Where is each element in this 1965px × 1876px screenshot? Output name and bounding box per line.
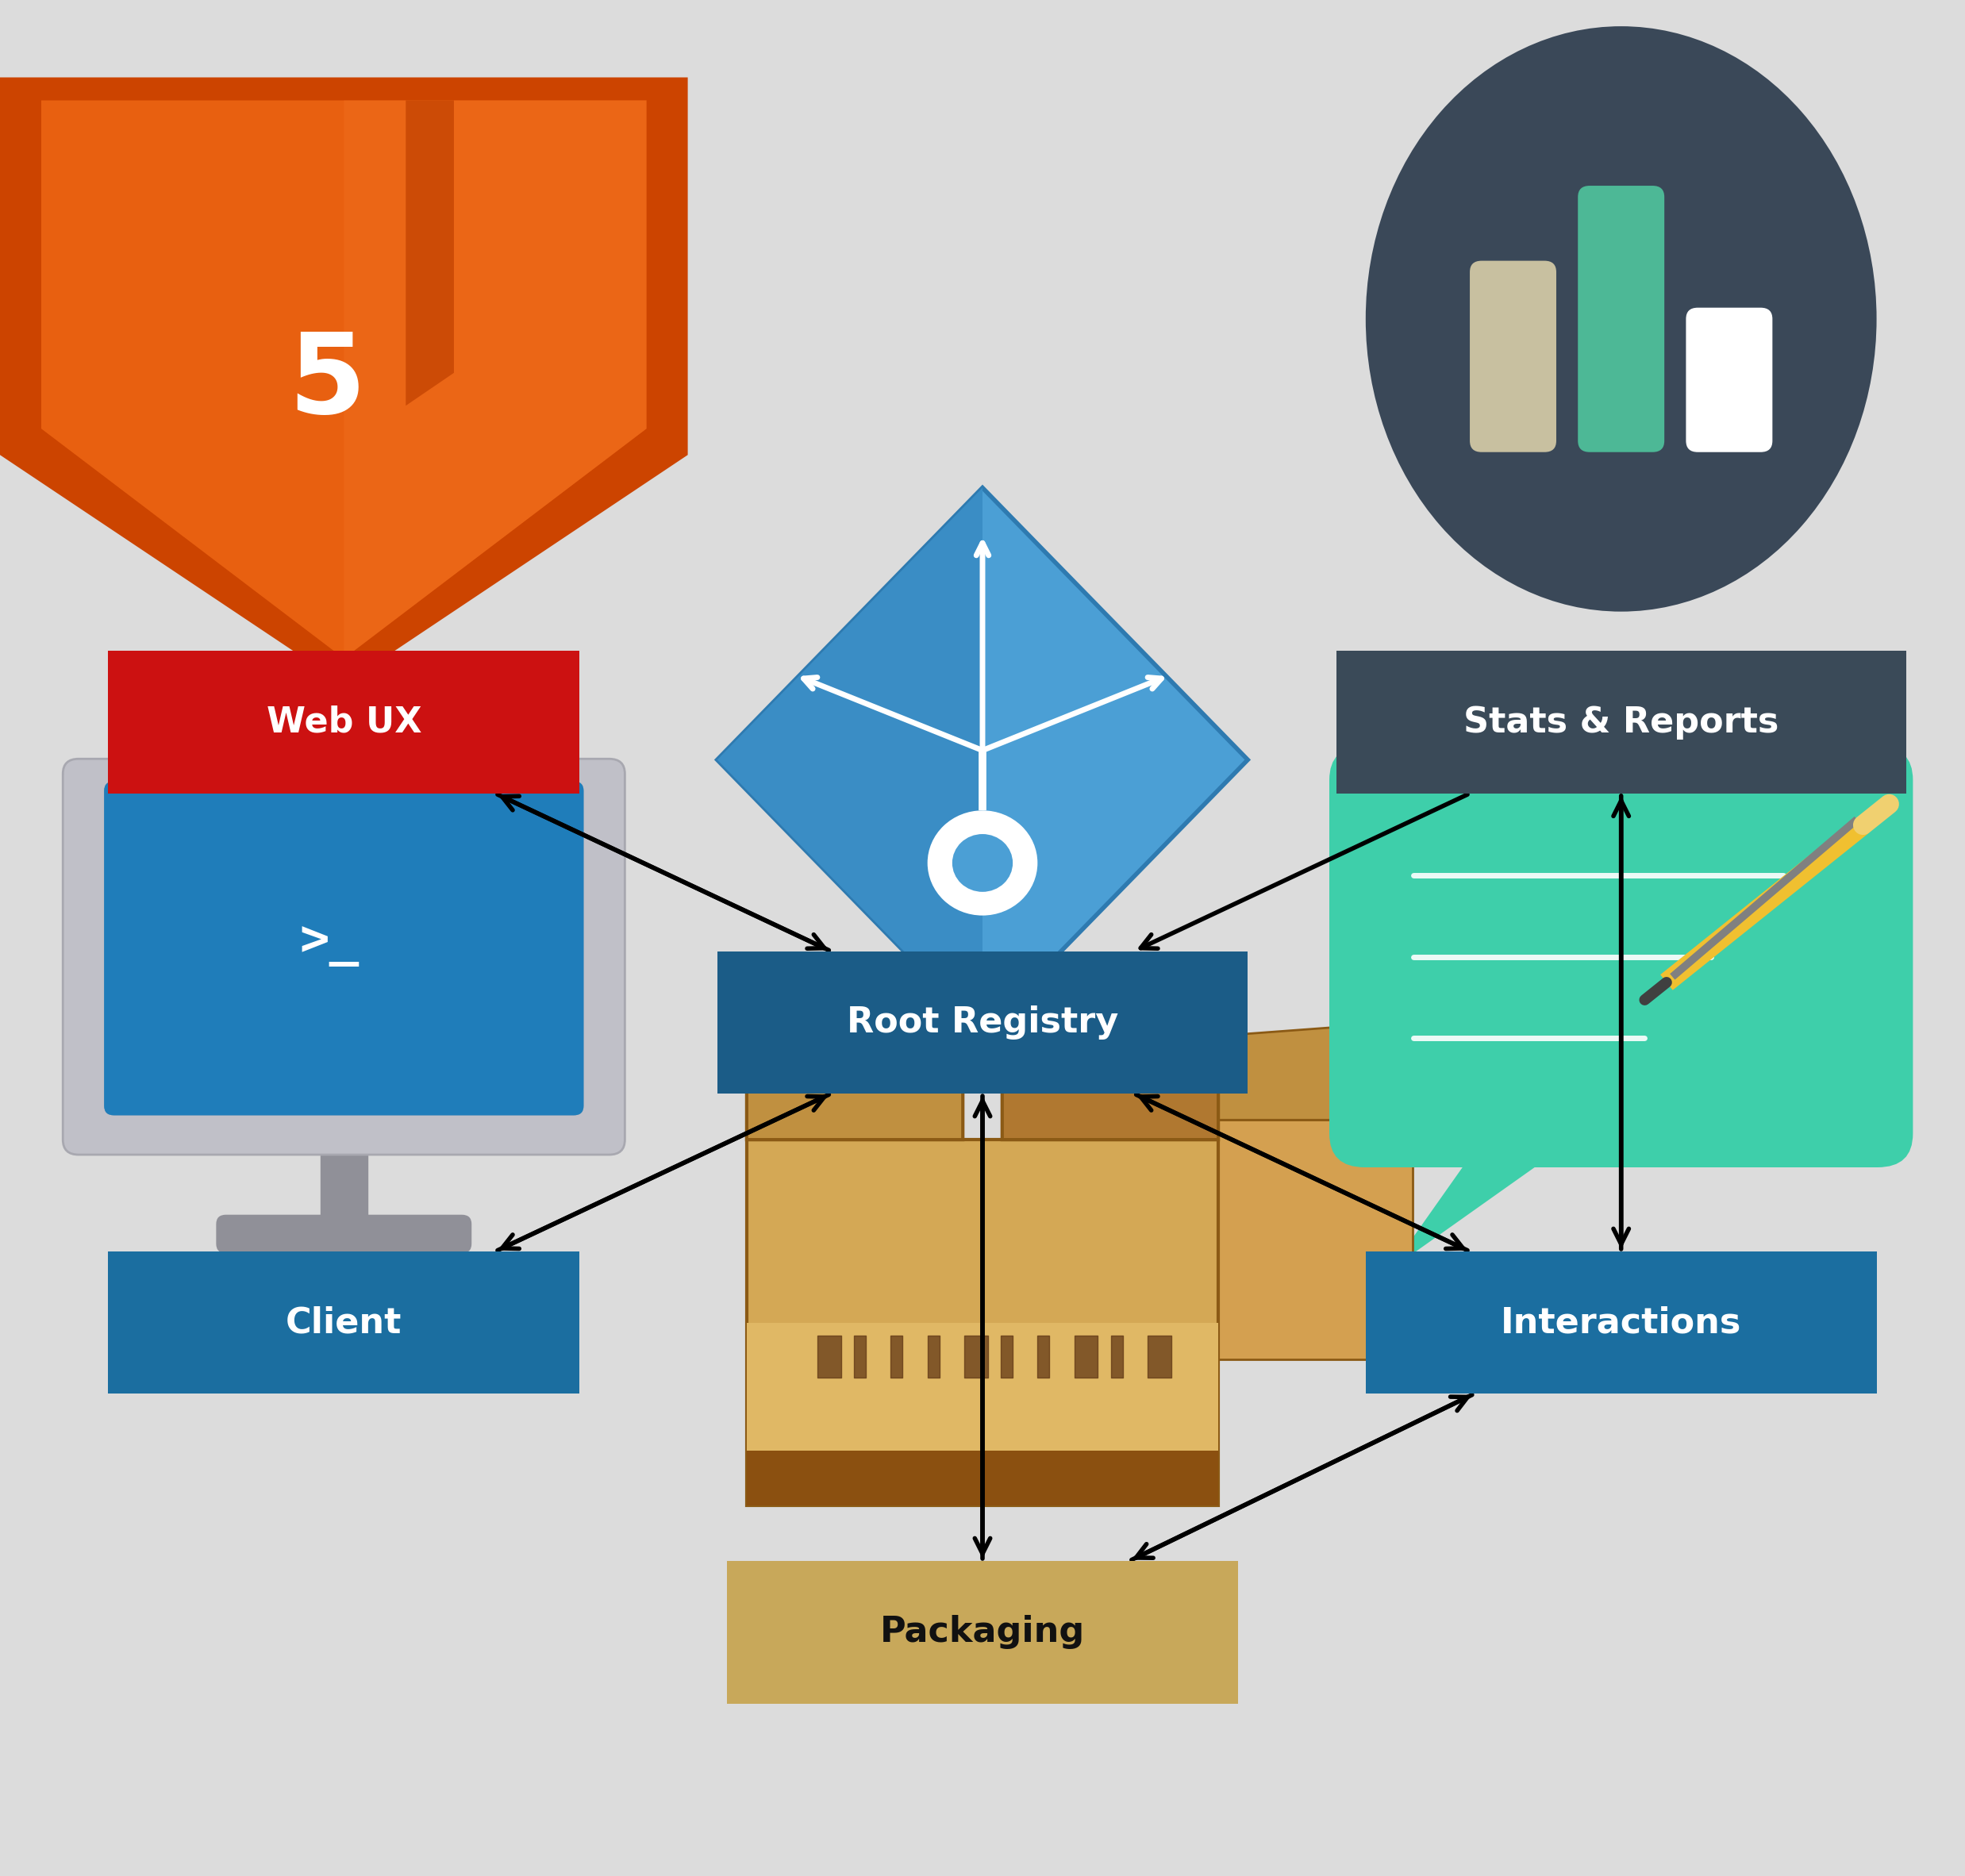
FancyBboxPatch shape xyxy=(747,1323,1218,1505)
Polygon shape xyxy=(344,101,646,658)
Text: Web UX: Web UX xyxy=(267,705,421,739)
FancyBboxPatch shape xyxy=(216,1216,472,1253)
Polygon shape xyxy=(1391,1124,1596,1270)
FancyBboxPatch shape xyxy=(1578,186,1664,452)
FancyBboxPatch shape xyxy=(747,1141,1218,1505)
Text: Interactions: Interactions xyxy=(1501,1306,1741,1339)
FancyBboxPatch shape xyxy=(108,651,580,794)
FancyBboxPatch shape xyxy=(104,780,584,1114)
Circle shape xyxy=(953,835,1012,891)
Polygon shape xyxy=(747,985,963,1141)
Polygon shape xyxy=(717,488,1248,1032)
Polygon shape xyxy=(0,77,688,685)
FancyBboxPatch shape xyxy=(747,1450,1218,1505)
Text: Packaging: Packaging xyxy=(880,1615,1085,1649)
FancyBboxPatch shape xyxy=(63,760,625,1156)
Text: 5: 5 xyxy=(289,328,365,437)
FancyBboxPatch shape xyxy=(1336,651,1906,794)
FancyBboxPatch shape xyxy=(1328,747,1912,1167)
Polygon shape xyxy=(717,488,982,1032)
Text: >_: >_ xyxy=(299,919,360,966)
Ellipse shape xyxy=(1366,26,1877,612)
FancyBboxPatch shape xyxy=(717,951,1248,1094)
Text: Stats & Reports: Stats & Reports xyxy=(1464,705,1778,739)
FancyBboxPatch shape xyxy=(1686,308,1772,452)
FancyBboxPatch shape xyxy=(1148,1120,1413,1358)
FancyBboxPatch shape xyxy=(1366,1251,1877,1394)
FancyBboxPatch shape xyxy=(104,780,584,1114)
FancyBboxPatch shape xyxy=(108,1251,580,1394)
Text: Client: Client xyxy=(285,1306,403,1339)
Polygon shape xyxy=(1148,1021,1413,1120)
Polygon shape xyxy=(405,101,454,405)
Polygon shape xyxy=(41,101,646,658)
FancyBboxPatch shape xyxy=(727,1561,1238,1703)
Circle shape xyxy=(927,810,1038,915)
Text: Root Registry: Root Registry xyxy=(847,1006,1118,1039)
Polygon shape xyxy=(1002,1013,1218,1141)
FancyBboxPatch shape xyxy=(1470,261,1556,452)
